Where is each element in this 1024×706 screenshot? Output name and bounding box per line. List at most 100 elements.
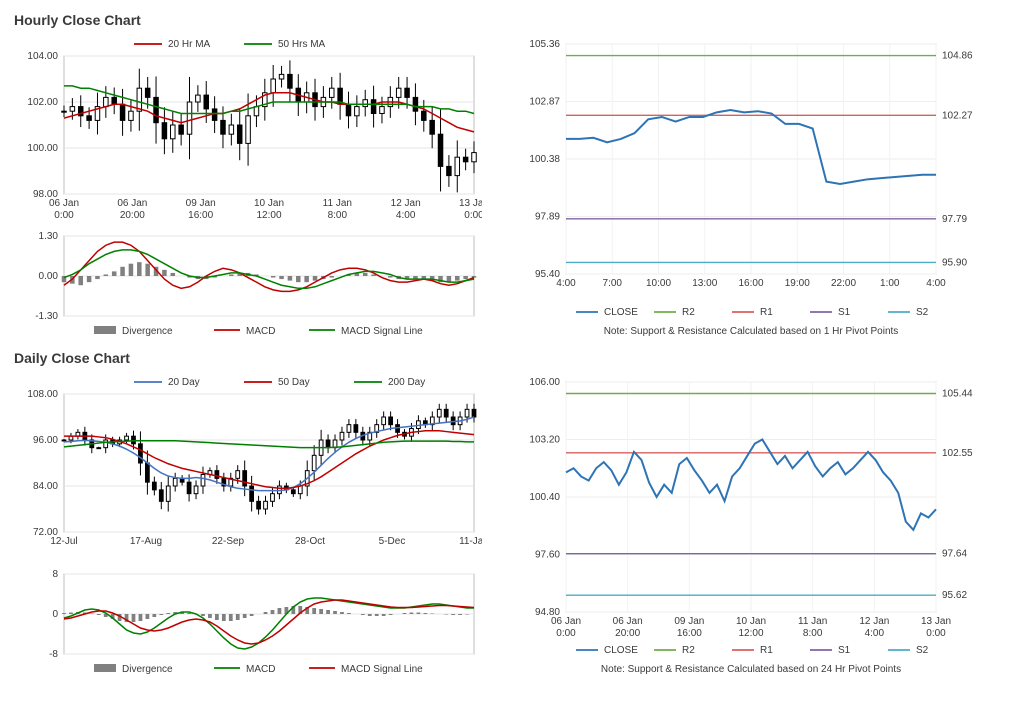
svg-text:MACD: MACD	[246, 326, 275, 337]
svg-text:16:00: 16:00	[188, 210, 213, 221]
svg-text:97.89: 97.89	[535, 212, 560, 223]
svg-text:103.20: 103.20	[529, 435, 560, 446]
svg-text:96.00: 96.00	[33, 435, 58, 446]
svg-text:17-Aug: 17-Aug	[130, 536, 162, 547]
svg-text:R2: R2	[682, 645, 695, 656]
svg-text:22:00: 22:00	[831, 278, 856, 289]
hourly-row: 98.00100.00102.00104.0006 Jan0:0006 Jan2…	[8, 30, 1016, 340]
svg-text:S1: S1	[838, 645, 851, 656]
svg-text:50 Hrs MA: 50 Hrs MA	[278, 39, 326, 50]
hourly-macd-chart: -1.30 0.00 1.30 Divergence MACD MACD Signal L…	[8, 230, 482, 340]
daily-row: 72.0084.0096.00108.0012-Jul17-Aug22-Sep2…	[8, 368, 1016, 678]
svg-text:CLOSE: CLOSE	[604, 307, 638, 318]
svg-text:0:00: 0:00	[54, 210, 74, 221]
svg-text:11-Jan: 11-Jan	[459, 536, 482, 547]
svg-text:09 Jan: 09 Jan	[674, 616, 704, 627]
daily-price-chart: 72.0084.0096.00108.0012-Jul17-Aug22-Sep2…	[8, 368, 482, 568]
svg-text:4:00: 4:00	[926, 278, 946, 289]
svg-text:20:00: 20:00	[120, 210, 145, 221]
svg-text:10 Jan: 10 Jan	[254, 198, 284, 209]
svg-text:20 Day: 20 Day	[168, 377, 200, 388]
svg-text:8: 8	[52, 569, 58, 580]
svg-text:50 Day: 50 Day	[278, 377, 310, 388]
svg-text:13 Jan: 13 Jan	[921, 616, 951, 627]
svg-text:S2: S2	[916, 645, 929, 656]
svg-text:28-Oct: 28-Oct	[295, 536, 325, 547]
svg-text:20 Hr MA: 20 Hr MA	[168, 39, 211, 50]
svg-text:MACD Signal Line: MACD Signal Line	[341, 326, 423, 337]
svg-text:22-Sep: 22-Sep	[212, 536, 245, 547]
svg-text:7:00: 7:00	[603, 278, 623, 289]
svg-text:102.87: 102.87	[529, 97, 560, 108]
svg-text:-1.30: -1.30	[35, 311, 58, 322]
hourly-section-title: Hourly Close Chart	[14, 12, 1016, 28]
svg-text:Divergence: Divergence	[122, 664, 173, 675]
svg-text:S2: S2	[916, 307, 929, 318]
svg-text:95.62: 95.62	[942, 590, 967, 601]
svg-text:13:00: 13:00	[692, 278, 717, 289]
svg-text:4:00: 4:00	[556, 278, 576, 289]
svg-text:97.60: 97.60	[535, 550, 560, 561]
svg-text:10 Jan: 10 Jan	[736, 616, 766, 627]
svg-text:16:00: 16:00	[677, 628, 702, 639]
svg-text:Divergence: Divergence	[122, 326, 173, 337]
svg-text:1:00: 1:00	[880, 278, 900, 289]
svg-text:0:00: 0:00	[556, 628, 576, 639]
svg-text:Note: Support & Resistance Ca: Note: Support & Resistance Calculated ba…	[601, 664, 901, 675]
svg-text:-8: -8	[49, 649, 58, 660]
svg-text:95.90: 95.90	[942, 257, 967, 268]
svg-text:4:00: 4:00	[396, 210, 416, 221]
svg-text:106.00: 106.00	[529, 377, 560, 388]
svg-text:100.38: 100.38	[529, 154, 560, 165]
daily-macd-chart: -8 0 8 Divergence MACD MACD Signal Line	[8, 568, 482, 678]
svg-text:100.00: 100.00	[27, 143, 58, 154]
svg-text:19:00: 19:00	[785, 278, 810, 289]
svg-text:97.64: 97.64	[942, 549, 967, 560]
svg-text:5-Dec: 5-Dec	[379, 536, 406, 547]
svg-text:0.00: 0.00	[39, 271, 59, 282]
svg-text:8:00: 8:00	[803, 628, 823, 639]
svg-text:100.40: 100.40	[529, 492, 560, 503]
svg-text:06 Jan: 06 Jan	[613, 616, 643, 627]
svg-text:200 Day: 200 Day	[388, 377, 425, 388]
daily-sr-chart: 106.00103.20100.4097.6094.8006 Jan0:0006…	[514, 368, 988, 678]
svg-text:CLOSE: CLOSE	[604, 645, 638, 656]
svg-text:16:00: 16:00	[738, 278, 763, 289]
svg-text:11 Jan: 11 Jan	[323, 198, 352, 209]
svg-text:MACD: MACD	[246, 664, 275, 675]
svg-text:R1: R1	[760, 645, 773, 656]
svg-text:12-Jul: 12-Jul	[50, 536, 77, 547]
svg-text:108.00: 108.00	[27, 389, 58, 400]
svg-text:0:00: 0:00	[926, 628, 946, 639]
svg-text:1.30: 1.30	[39, 231, 59, 242]
svg-text:12 Jan: 12 Jan	[391, 198, 421, 209]
svg-text:10:00: 10:00	[646, 278, 671, 289]
svg-text:102.55: 102.55	[942, 448, 973, 459]
svg-text:11 Jan: 11 Jan	[798, 616, 827, 627]
svg-text:102.27: 102.27	[942, 110, 973, 121]
svg-text:104.86: 104.86	[942, 51, 973, 62]
svg-text:0:00: 0:00	[464, 210, 482, 221]
svg-text:4:00: 4:00	[865, 628, 885, 639]
svg-text:105.36: 105.36	[529, 39, 560, 50]
hourly-price-chart: 98.00100.00102.00104.0006 Jan0:0006 Jan2…	[8, 30, 482, 230]
svg-text:MACD Signal Line: MACD Signal Line	[341, 664, 423, 675]
svg-text:06 Jan: 06 Jan	[551, 616, 581, 627]
svg-text:12 Jan: 12 Jan	[859, 616, 889, 627]
svg-text:97.79: 97.79	[942, 214, 967, 225]
svg-text:12:00: 12:00	[256, 210, 281, 221]
hourly-sr-chart: 105.36102.87100.3897.8995.404:007:0010:0…	[514, 30, 988, 340]
svg-text:09 Jan: 09 Jan	[186, 198, 216, 209]
svg-text:102.00: 102.00	[27, 97, 58, 108]
svg-text:06 Jan: 06 Jan	[117, 198, 147, 209]
svg-text:104.00: 104.00	[27, 51, 58, 62]
daily-section-title: Daily Close Chart	[14, 350, 1016, 366]
svg-text:0: 0	[52, 609, 58, 620]
svg-text:Note: Support & Resistance Cal: Note: Support & Resistance Calculated ba…	[604, 326, 899, 337]
svg-text:R2: R2	[682, 307, 695, 318]
svg-text:84.00: 84.00	[33, 481, 58, 492]
svg-text:13 Jan: 13 Jan	[459, 198, 482, 209]
svg-text:06 Jan: 06 Jan	[49, 198, 79, 209]
svg-text:105.44: 105.44	[942, 389, 973, 400]
svg-text:12:00: 12:00	[738, 628, 763, 639]
